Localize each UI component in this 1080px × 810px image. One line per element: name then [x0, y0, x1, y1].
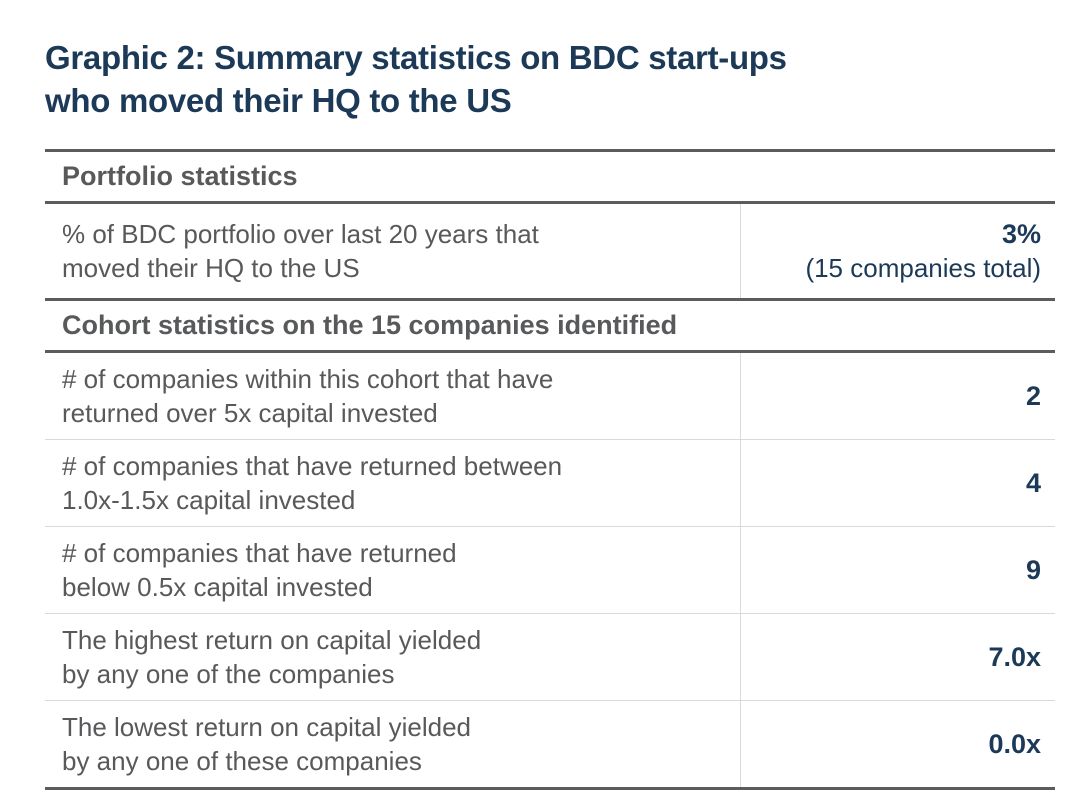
table-row-below-0-5x: # of companies that have returned below … — [45, 526, 1055, 613]
page-title: Graphic 2: Summary statistics on BDC sta… — [45, 36, 1055, 122]
row-value: 4 — [740, 440, 1055, 526]
row-label-line-2: by any one of the companies — [62, 659, 395, 689]
row-label-line-1: The lowest return on capital yielded — [62, 712, 472, 742]
row-label: # of companies that have returned betwee… — [45, 440, 740, 526]
row-value-primary: 9 — [1025, 555, 1041, 585]
figure-page: Graphic 2: Summary statistics on BDC sta… — [45, 36, 1055, 790]
row-label: # of companies that have returned below … — [45, 527, 740, 613]
row-value: 0.0x — [740, 701, 1055, 787]
page-title-line-2: who moved their HQ to the US — [45, 82, 512, 119]
row-label-line-2: returned over 5x capital invested — [62, 398, 438, 428]
summary-statistics-table: Portfolio statistics % of BDC portfolio … — [45, 149, 1055, 790]
row-label: The lowest return on capital yielded by … — [45, 701, 740, 787]
row-label-line-2: by any one of these companies — [62, 746, 422, 776]
table-row-lowest-return: The lowest return on capital yielded by … — [45, 700, 1055, 787]
row-value: 3% (15 companies total) — [740, 204, 1055, 298]
row-value-primary: 3% — [1001, 219, 1041, 249]
section-header-portfolio-statistics: Portfolio statistics — [45, 149, 1055, 204]
row-label-line-1: The highest return on capital yielded — [62, 625, 482, 655]
row-label-line-1: # of companies that have returned betwee… — [62, 451, 563, 481]
table-row-hq-moved-pct: % of BDC portfolio over last 20 years th… — [45, 204, 1055, 298]
row-value: 9 — [740, 527, 1055, 613]
row-label-line-2: 1.0x-1.5x capital invested — [62, 485, 356, 515]
row-label-line-2: moved their HQ to the US — [62, 253, 360, 283]
page-title-line-1: Graphic 2: Summary statistics on BDC sta… — [45, 39, 787, 76]
row-value-primary: 2 — [1025, 381, 1041, 411]
row-label: The highest return on capital yielded by… — [45, 614, 740, 700]
row-label-line-1: # of companies that have returned — [62, 538, 457, 568]
row-label-line-1: # of companies within this cohort that h… — [62, 364, 554, 394]
row-label: % of BDC portfolio over last 20 years th… — [45, 204, 740, 298]
table-row-highest-return: The highest return on capital yielded by… — [45, 613, 1055, 700]
row-value-secondary: (15 companies total) — [805, 253, 1041, 283]
row-label: # of companies within this cohort that h… — [45, 353, 740, 439]
row-value-primary: 0.0x — [988, 729, 1041, 759]
row-value: 2 — [740, 353, 1055, 439]
row-value-primary: 4 — [1025, 468, 1041, 498]
row-label-line-2: below 0.5x capital invested — [62, 572, 373, 602]
section-header-cohort-statistics: Cohort statistics on the 15 companies id… — [45, 298, 1055, 353]
row-value-primary: 7.0x — [988, 642, 1041, 672]
row-value: 7.0x — [740, 614, 1055, 700]
row-label-line-1: % of BDC portfolio over last 20 years th… — [62, 219, 539, 249]
table-row-over-5x: # of companies within this cohort that h… — [45, 353, 1055, 439]
table-row-1x-to-1-5x: # of companies that have returned betwee… — [45, 439, 1055, 526]
